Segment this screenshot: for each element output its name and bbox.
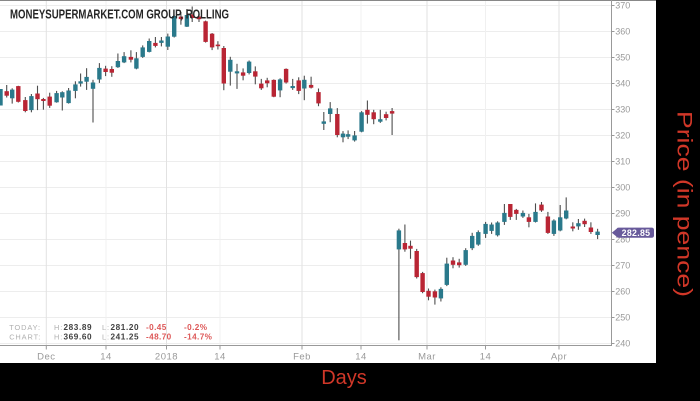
svg-text:281.20: 281.20 <box>111 323 140 332</box>
svg-text:280: 280 <box>615 235 630 245</box>
svg-text:350: 350 <box>615 53 630 63</box>
svg-text:-0.2%: -0.2% <box>184 323 208 332</box>
svg-text:-14.7%: -14.7% <box>184 333 213 342</box>
svg-text:270: 270 <box>615 261 630 271</box>
svg-text:L:: L: <box>102 333 110 342</box>
svg-text:14: 14 <box>100 352 112 363</box>
svg-text:Mar: Mar <box>418 352 436 363</box>
svg-text:240: 240 <box>615 339 630 349</box>
svg-text:282.85: 282.85 <box>622 228 651 238</box>
svg-text:2018: 2018 <box>155 352 178 363</box>
svg-text:14: 14 <box>480 352 492 363</box>
svg-text:340: 340 <box>615 79 630 89</box>
svg-text:241.25: 241.25 <box>111 333 140 342</box>
svg-text:320: 320 <box>615 131 630 141</box>
svg-text:250: 250 <box>615 313 630 323</box>
svg-text:Dec: Dec <box>37 352 55 363</box>
svg-text:300: 300 <box>615 183 630 193</box>
svg-text:-0.45: -0.45 <box>146 323 167 332</box>
svg-text:TODAY:: TODAY: <box>9 323 41 332</box>
svg-text:-48.70: -48.70 <box>146 333 172 342</box>
svg-text:L:: L: <box>102 323 110 332</box>
svg-text:Price (in pence): Price (in pence) <box>673 111 696 297</box>
svg-text:310: 310 <box>615 157 630 167</box>
svg-text:260: 260 <box>615 287 630 297</box>
svg-text:14: 14 <box>214 352 226 363</box>
svg-text:MONEYSUPERMARKET.COM GROUP, RO: MONEYSUPERMARKET.COM GROUP, ROLLING <box>10 7 229 21</box>
svg-text:14: 14 <box>355 352 367 363</box>
svg-text:283.89: 283.89 <box>64 323 93 332</box>
svg-text:CHART:: CHART: <box>9 333 41 342</box>
svg-text:Days: Days <box>321 367 367 389</box>
svg-text:369.60: 369.60 <box>64 333 93 342</box>
svg-text:Apr: Apr <box>551 352 567 363</box>
svg-text:290: 290 <box>615 209 630 219</box>
svg-text:360: 360 <box>615 27 630 37</box>
svg-text:330: 330 <box>615 105 630 115</box>
svg-text:H:: H: <box>54 323 63 332</box>
svg-text:H:: H: <box>54 333 63 342</box>
svg-text:Feb: Feb <box>293 352 311 363</box>
svg-text:370: 370 <box>615 1 630 11</box>
